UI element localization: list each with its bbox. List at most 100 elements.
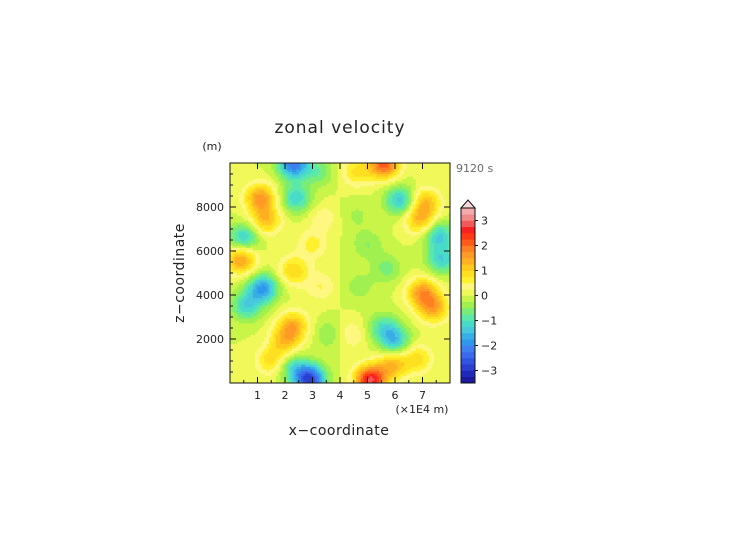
field-cell [268, 240, 272, 244]
field-cell [388, 266, 391, 269]
field-cell [246, 266, 249, 269]
field-cell [250, 240, 254, 244]
field-cell [436, 266, 439, 269]
field-cell [246, 270, 249, 274]
field-cell [372, 222, 375, 226]
field-cell [395, 270, 398, 274]
field-cell [365, 236, 368, 240]
field-cell [241, 238, 245, 242]
field-cell [351, 275, 355, 278]
field-cell [271, 197, 274, 201]
field-cell [445, 201, 449, 205]
field-cell [429, 240, 433, 244]
field-cell [404, 275, 407, 278]
field-cell [413, 275, 417, 278]
field-cell [406, 179, 410, 182]
field-cell [378, 179, 382, 182]
field-cell [326, 245, 329, 249]
field-cell [401, 270, 405, 274]
field-cell [351, 270, 355, 274]
field-cell [424, 259, 428, 262]
field-cell [275, 222, 279, 226]
field-cell [234, 229, 238, 233]
field-cell [301, 229, 304, 233]
field-cell [440, 169, 444, 173]
field-cell [303, 195, 307, 198]
field-cell [349, 252, 352, 256]
field-cell [312, 199, 316, 203]
field-cell [424, 270, 428, 274]
field-cell [301, 279, 304, 283]
field-cell [378, 229, 382, 233]
field-cell [232, 268, 235, 272]
field-cell [243, 206, 247, 210]
field-cell [255, 275, 258, 278]
field-cell [440, 215, 444, 219]
field-cell [372, 192, 375, 196]
field-cell [252, 275, 256, 278]
field-cell [356, 197, 359, 201]
field-cell [406, 220, 410, 223]
field-cell [243, 163, 247, 166]
field-cell [305, 220, 309, 223]
field-cell [378, 176, 382, 180]
field-cell [408, 176, 412, 180]
field-cell [246, 185, 249, 189]
field-cell [282, 243, 286, 246]
field-cell [356, 236, 359, 240]
field-cell [385, 167, 389, 171]
field-cell [337, 259, 341, 262]
field-cell [360, 181, 364, 185]
field-cell [413, 190, 417, 194]
field-cell [282, 215, 286, 219]
field-cell [296, 243, 300, 246]
field-cell [248, 250, 252, 253]
field-cell [411, 213, 414, 217]
field-cell [333, 234, 336, 237]
field-cell [388, 213, 391, 217]
field-cell [337, 236, 341, 240]
field-cell [285, 247, 288, 251]
field-cell [424, 201, 428, 205]
field-cell [259, 268, 263, 272]
field-cell [383, 192, 387, 196]
field-cell [360, 167, 364, 171]
field-cell [243, 204, 247, 207]
field-cell [259, 229, 263, 233]
field-cell [303, 197, 307, 201]
field-cell [291, 240, 295, 244]
field-cell [266, 261, 270, 265]
field-cell [246, 172, 249, 175]
field-cell [326, 172, 329, 175]
field-cell [291, 252, 295, 256]
field-cell [285, 220, 288, 223]
field-cell [342, 204, 345, 207]
field-cell [305, 201, 309, 205]
field-cell [360, 169, 364, 173]
field-cell [360, 254, 364, 258]
field-cell [349, 222, 352, 226]
field-cell [323, 273, 327, 276]
field-cell [230, 174, 233, 178]
field-cell [305, 218, 309, 221]
field-cell [376, 261, 380, 265]
field-cell [328, 183, 332, 187]
field-cell [317, 213, 320, 217]
field-cell [234, 174, 238, 178]
field-cell [422, 252, 426, 256]
field-cell [289, 195, 293, 198]
field-cell [326, 179, 329, 182]
field-cell [287, 279, 290, 283]
field-cell [413, 224, 417, 228]
field-cell [344, 199, 348, 203]
field-cell [259, 185, 263, 189]
field-cell [230, 279, 233, 283]
field-cell [232, 245, 235, 249]
field-cell [252, 183, 256, 187]
field-cell [429, 261, 433, 265]
field-cell [298, 254, 302, 258]
field-cell [239, 263, 242, 267]
field-cell [250, 259, 254, 262]
field-cell [445, 247, 449, 251]
field-cell [376, 167, 380, 171]
